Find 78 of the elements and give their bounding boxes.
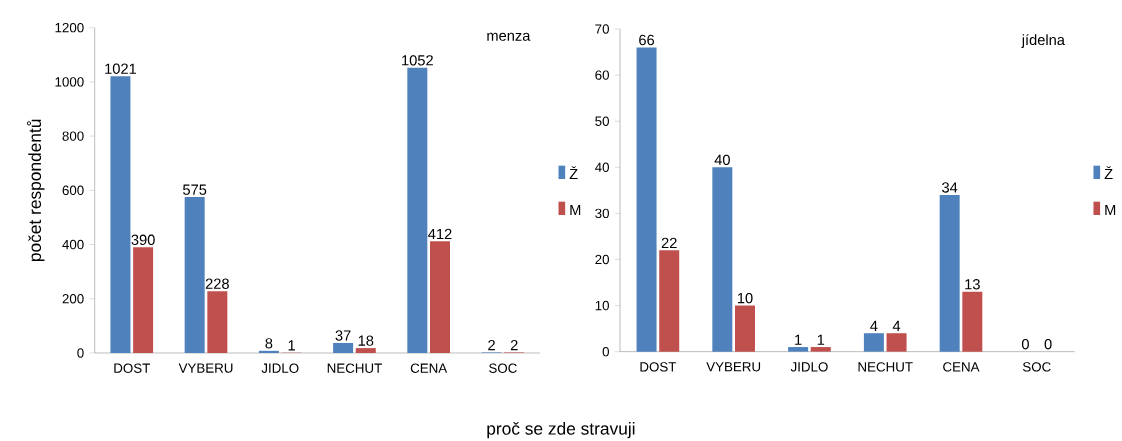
data-label: 34: [942, 182, 958, 193]
bar: [407, 67, 428, 353]
data-label: 1052: [402, 55, 433, 66]
x-tick-label: JIDLO: [790, 362, 828, 372]
y-tick-label: 800: [62, 131, 84, 141]
data-label: 13: [965, 279, 980, 290]
bar: [735, 305, 755, 352]
x-tick-label: DOST: [640, 362, 677, 372]
legend-label: M: [1105, 204, 1116, 215]
bar: [886, 333, 907, 352]
bar: [110, 76, 131, 353]
bar: [133, 247, 154, 353]
data-label: 1: [288, 340, 295, 351]
bar: [939, 194, 960, 352]
data-label: 1021: [105, 63, 137, 74]
bar: [659, 250, 680, 352]
data-label: 18: [358, 335, 374, 346]
legend-label: Ž: [569, 166, 578, 179]
x-tick-label: SOC: [489, 363, 517, 373]
y-tick-label: 70: [595, 24, 609, 34]
data-label: 2: [510, 339, 518, 351]
x-tick-label: NECHUT: [327, 363, 382, 373]
y-tick-label: 0: [602, 346, 609, 357]
y-tick-label: 40: [595, 162, 609, 172]
bar: [712, 167, 733, 352]
bar: [962, 291, 983, 352]
y-tick-label: 600: [62, 185, 84, 196]
data-label: 412: [428, 228, 452, 240]
data-label: 228: [205, 278, 229, 289]
data-label: 66: [639, 34, 655, 46]
bar: [333, 342, 354, 353]
x-tick-label: VYBERU: [178, 363, 233, 373]
data-label: 40: [714, 154, 730, 166]
y-axis-title: počet respondentů: [26, 119, 45, 262]
y-tick-label: 50: [595, 116, 609, 126]
x-tick-label: DOST: [114, 363, 150, 373]
data-label: 10: [737, 292, 753, 304]
y-tick-label: 1000: [55, 77, 84, 87]
data-label: 22: [661, 237, 677, 248]
bar: [636, 47, 657, 352]
x-tick-label: JIDLO: [261, 363, 299, 373]
y-tick-label: 10: [595, 300, 609, 311]
y-tick-label: 20: [595, 254, 609, 265]
bar: [207, 291, 228, 353]
data-label: 2: [488, 339, 495, 351]
data-label: 575: [183, 184, 207, 195]
bar: [788, 347, 809, 352]
x-tick-label: CENA: [410, 363, 448, 373]
data-label: 37: [335, 330, 351, 341]
x-tick-label: SOC: [1022, 362, 1051, 372]
chart-title: jídelna: [1021, 34, 1065, 48]
bar: [810, 347, 831, 352]
bar: [430, 241, 450, 353]
y-tick-label: 30: [595, 208, 609, 219]
bar: [258, 350, 279, 353]
bar: [863, 333, 884, 352]
bar: [184, 197, 205, 353]
data-label: 8: [265, 338, 273, 349]
legend-label: Ž: [1104, 166, 1113, 179]
data-label: 0: [1021, 339, 1029, 350]
data-label: 390: [131, 234, 155, 245]
data-label: 4: [870, 320, 878, 331]
y-tick-label: 60: [595, 70, 609, 80]
x-axis-title: proč se zde stravuji: [487, 421, 635, 439]
x-tick-label: CENA: [943, 362, 980, 372]
data-label: 1: [817, 334, 825, 345]
x-tick-label: VYBERU: [706, 362, 761, 372]
legend-label: M: [570, 204, 581, 215]
y-tick-label: 200: [62, 294, 84, 304]
chart-title: menza: [487, 32, 531, 41]
y-tick-label: 0: [77, 348, 84, 358]
bar: [355, 348, 376, 353]
x-tick-label: NECHUT: [858, 362, 913, 372]
data-label: 0: [1044, 339, 1052, 350]
y-tick-label: 1200: [55, 22, 84, 33]
y-tick-label: 400: [62, 239, 84, 250]
data-label: 4: [892, 320, 901, 331]
data-label: 1: [795, 334, 802, 345]
